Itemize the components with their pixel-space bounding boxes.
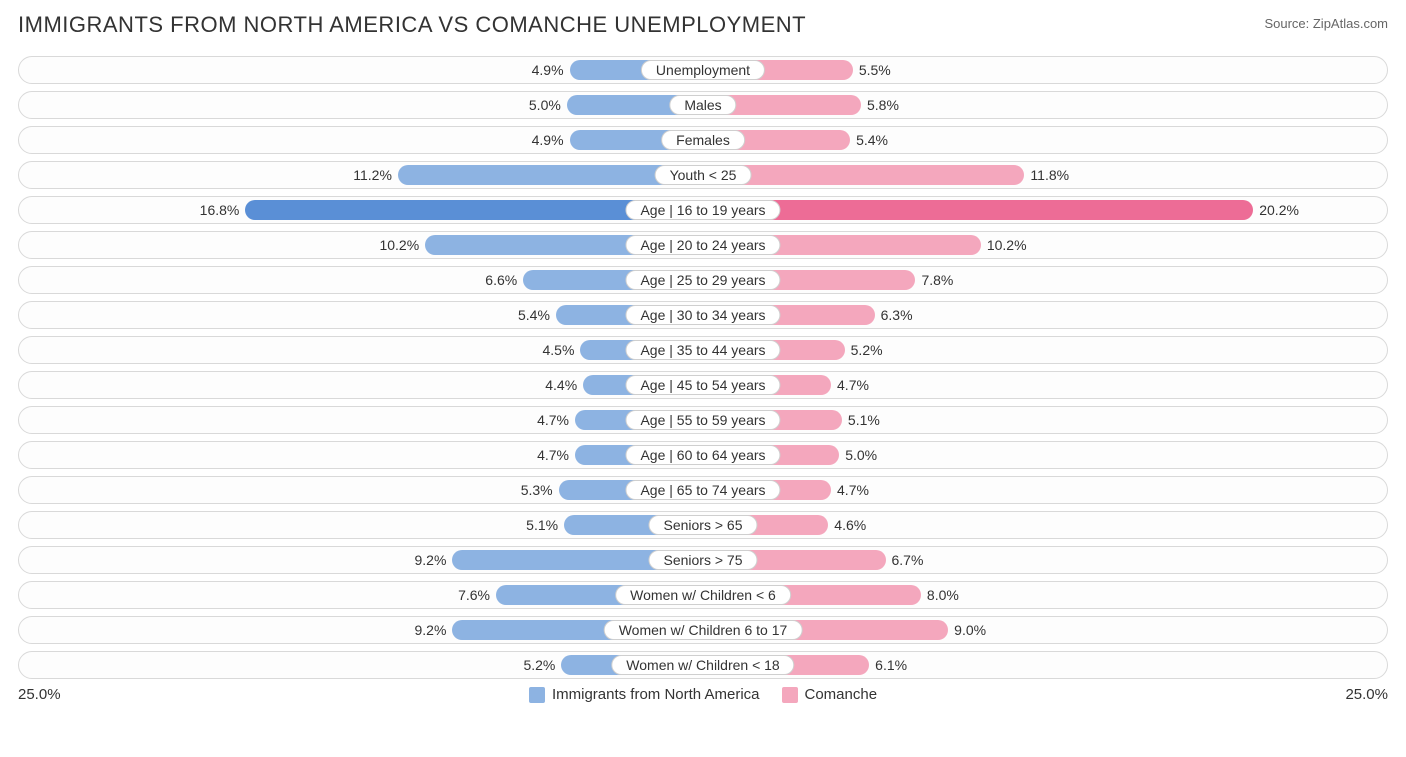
legend-label-right: Comanche [805,686,878,703]
chart-row: 9.2% 9.0% Women w/ Children 6 to 17 [18,616,1388,644]
value-right: 5.8% [867,97,899,113]
category-label: Unemployment [641,60,765,80]
chart-row: 4.9% 5.4% Females [18,126,1388,154]
chart-row: 16.8% 20.2% Age | 16 to 19 years [18,196,1388,224]
chart-row: 4.9% 5.5% Unemployment [18,56,1388,84]
chart-row: 4.4% 4.7% Age | 45 to 54 years [18,371,1388,399]
legend-item-left: Immigrants from North America [529,686,760,703]
category-label: Women w/ Children < 18 [611,655,794,675]
category-label: Age | 65 to 74 years [625,480,780,500]
chart-row: 4.7% 5.0% Age | 60 to 64 years [18,441,1388,469]
value-right: 5.4% [856,132,888,148]
source-label: Source: ZipAtlas.com [1264,16,1388,31]
value-right: 4.7% [837,482,869,498]
chart-row: 5.1% 4.6% Seniors > 65 [18,511,1388,539]
category-label: Women w/ Children 6 to 17 [604,620,803,640]
legend-swatch-right [782,687,798,703]
value-right: 8.0% [927,587,959,603]
category-label: Seniors > 65 [649,515,758,535]
category-label: Males [669,95,736,115]
legend: Immigrants from North America Comanche [529,686,877,703]
value-right: 9.0% [954,622,986,638]
category-label: Age | 20 to 24 years [625,235,780,255]
value-left: 9.2% [414,552,446,568]
value-right: 10.2% [987,237,1027,253]
value-left: 7.6% [458,587,490,603]
legend-item-right: Comanche [782,686,878,703]
chart-title: IMMIGRANTS FROM NORTH AMERICA VS COMANCH… [18,12,806,38]
value-left: 5.4% [518,307,550,323]
category-label: Seniors > 75 [649,550,758,570]
chart-row: 5.3% 4.7% Age | 65 to 74 years [18,476,1388,504]
category-label: Age | 35 to 44 years [625,340,780,360]
value-left: 5.3% [521,482,553,498]
chart-row: 10.2% 10.2% Age | 20 to 24 years [18,231,1388,259]
chart-row: 4.7% 5.1% Age | 55 to 59 years [18,406,1388,434]
value-right: 5.2% [851,342,883,358]
value-left: 5.2% [523,657,555,673]
category-label: Age | 45 to 54 years [625,375,780,395]
value-left: 4.9% [532,62,564,78]
value-right: 6.1% [875,657,907,673]
chart-row: 6.6% 7.8% Age | 25 to 29 years [18,266,1388,294]
chart-row: 9.2% 6.7% Seniors > 75 [18,546,1388,574]
value-left: 10.2% [379,237,419,253]
category-label: Youth < 25 [655,165,752,185]
category-label: Age | 25 to 29 years [625,270,780,290]
category-label: Age | 55 to 59 years [625,410,780,430]
header: IMMIGRANTS FROM NORTH AMERICA VS COMANCH… [18,12,1388,38]
value-left: 16.8% [200,202,240,218]
legend-label-left: Immigrants from North America [552,686,760,703]
value-left: 9.2% [414,622,446,638]
category-label: Age | 16 to 19 years [625,200,780,220]
value-left: 11.2% [353,167,392,183]
chart-row: 5.2% 6.1% Women w/ Children < 18 [18,651,1388,679]
chart-footer: 25.0% Immigrants from North America Coma… [18,686,1388,703]
axis-max-right: 25.0% [1345,686,1388,703]
chart-row: 5.0% 5.8% Males [18,91,1388,119]
chart-row: 7.6% 8.0% Women w/ Children < 6 [18,581,1388,609]
value-left: 5.1% [526,517,558,533]
bar-right [703,200,1253,220]
value-left: 6.6% [485,272,517,288]
value-left: 4.9% [532,132,564,148]
category-label: Women w/ Children < 6 [615,585,791,605]
value-left: 5.0% [529,97,561,113]
value-right: 4.7% [837,377,869,393]
value-right: 11.8% [1030,167,1069,183]
chart-row: 5.4% 6.3% Age | 30 to 34 years [18,301,1388,329]
value-right: 5.5% [859,62,891,78]
value-right: 6.7% [892,552,924,568]
value-left: 4.4% [545,377,577,393]
value-left: 4.7% [537,412,569,428]
axis-max-left: 25.0% [18,686,61,703]
chart-row: 4.5% 5.2% Age | 35 to 44 years [18,336,1388,364]
category-label: Females [661,130,745,150]
value-right: 4.6% [834,517,866,533]
chart-row: 11.2% 11.8% Youth < 25 [18,161,1388,189]
value-right: 7.8% [921,272,953,288]
butterfly-chart: 4.9% 5.5% Unemployment 5.0% 5.8% Males 4.9% 5.4… [18,56,1388,679]
value-right: 20.2% [1259,202,1299,218]
value-left: 4.7% [537,447,569,463]
value-right: 6.3% [881,307,913,323]
value-right: 5.1% [848,412,880,428]
value-left: 4.5% [543,342,575,358]
legend-swatch-left [529,687,545,703]
category-label: Age | 30 to 34 years [625,305,780,325]
value-right: 5.0% [845,447,877,463]
category-label: Age | 60 to 64 years [625,445,780,465]
